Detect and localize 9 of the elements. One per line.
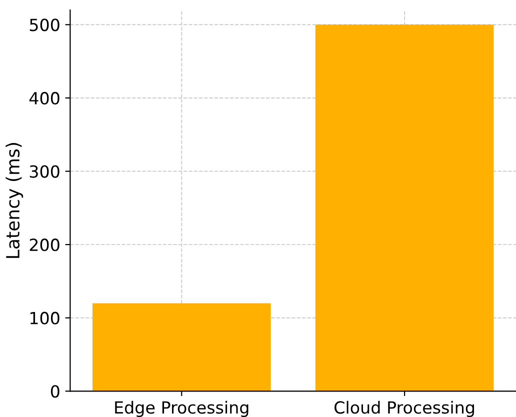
y-tick-label: 500 — [30, 18, 60, 32]
y-axis-title: Latency (ms) — [6, 143, 24, 258]
y-tick-label: 100 — [30, 312, 60, 324]
y-tick-label: 200 — [30, 238, 60, 252]
y-tick-label: 400 — [29, 92, 60, 105]
y-tick-label: 300 — [30, 165, 60, 178]
y-tick-label: 0 — [50, 385, 60, 398]
x-tick-label: Edge Processing — [115, 400, 248, 417]
x-tick-label: Cloud Processing — [334, 400, 474, 417]
